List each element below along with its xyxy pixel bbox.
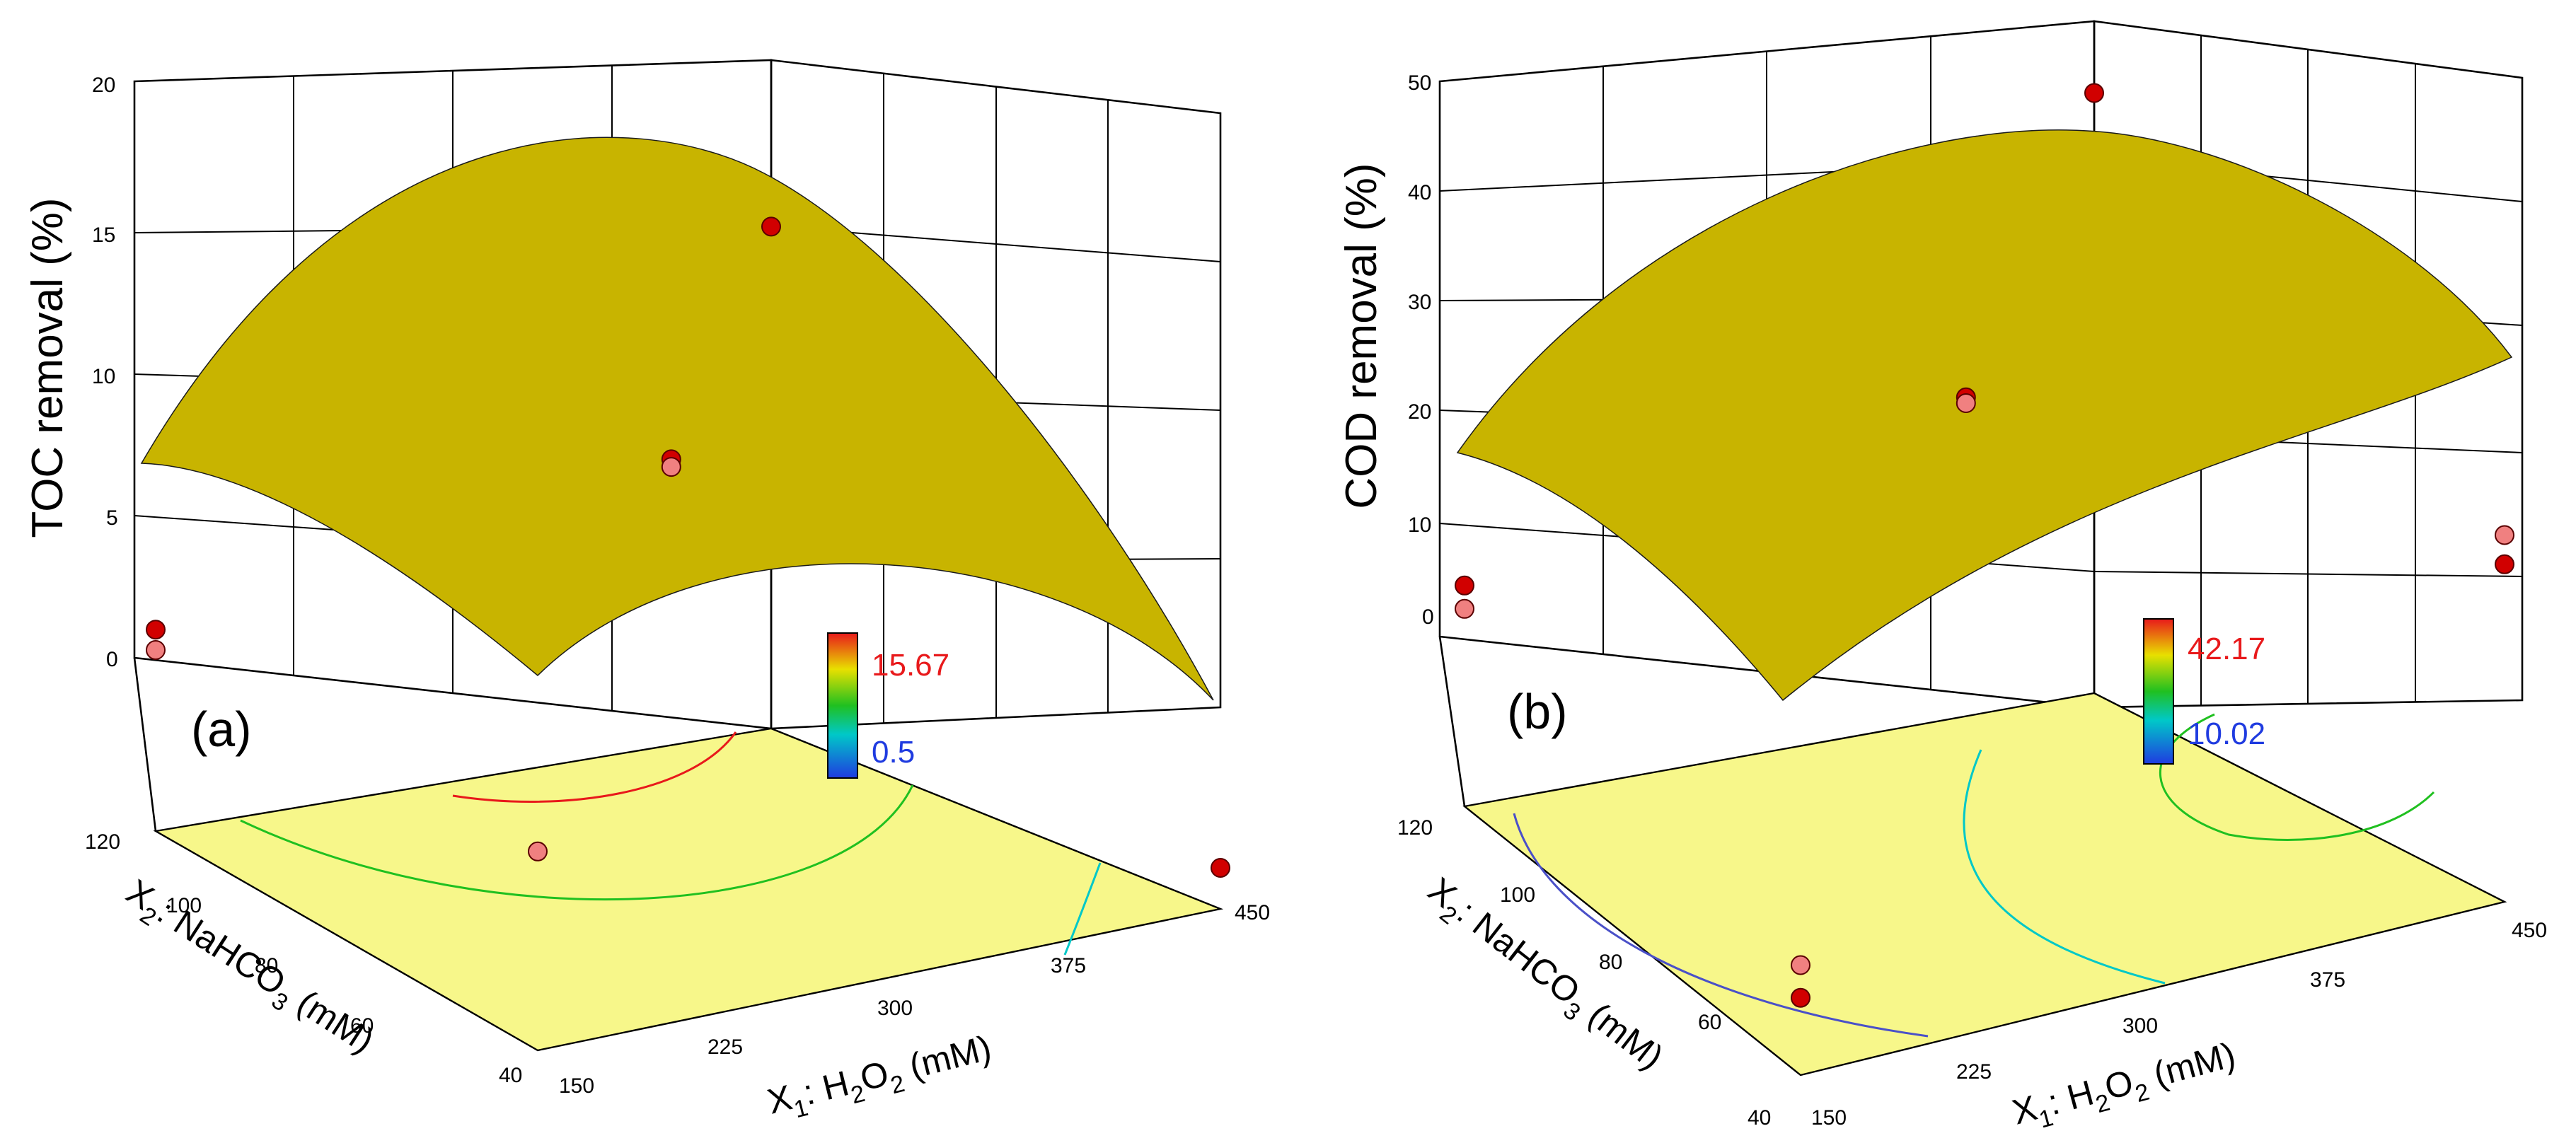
design-point <box>528 841 548 861</box>
panel-b-y-tick: 60 <box>1698 1011 1721 1034</box>
design-point <box>146 640 166 660</box>
panel-a-z-tick: 20 <box>92 74 115 97</box>
panel-a-y-tick: 40 <box>499 1064 522 1087</box>
panel-b-x-ticks: 150 225 300 375 450 <box>1811 919 2547 1130</box>
design-point <box>1455 598 1474 619</box>
panel-b-z-tick: 0 <box>1422 605 1434 629</box>
panel-b-z-tick: 20 <box>1408 400 1431 424</box>
panel-a-x-tick: 150 <box>559 1074 594 1098</box>
panel-a-y-tick: 60 <box>350 1014 374 1038</box>
panel-b-z-axis-label: COD removal (%) <box>1337 163 1386 509</box>
design-point <box>146 620 166 640</box>
panel-a-floor <box>153 727 1224 1052</box>
panel-b-x-tick: 375 <box>2310 968 2345 992</box>
panel-b-x-axis-label: X1: H2O2 (mM) <box>2008 1035 2241 1139</box>
panel-b-z-tick: 30 <box>1408 291 1431 314</box>
panel-b-colorbar-max: 42.17 <box>2188 632 2265 666</box>
design-point <box>761 216 781 237</box>
panel-b-y-tick: 80 <box>1599 951 1622 974</box>
design-point <box>661 457 681 477</box>
design-point <box>1791 987 1810 1008</box>
panel-b-y-tick: 40 <box>1748 1106 1771 1130</box>
panel-b-x-tick: 225 <box>1956 1060 1992 1084</box>
design-point <box>2084 83 2104 103</box>
panel-a-design-points <box>146 216 1230 878</box>
panel-b-label: (b) <box>1507 684 1568 739</box>
panel-b-colorbar <box>2143 618 2174 765</box>
panel-a-label: (a) <box>191 702 252 757</box>
panel-b: 0 10 20 30 40 50 COD removal (%) 120 100… <box>1337 20 2547 1139</box>
panel-a-y-tick: 100 <box>166 894 202 917</box>
panel-b-z-tick: 50 <box>1408 71 1431 95</box>
design-point <box>1455 575 1474 596</box>
design-point <box>1791 955 1810 975</box>
panel-b-x-tick: 150 <box>1811 1106 1847 1130</box>
panel-b-z-tick: 40 <box>1408 181 1431 204</box>
panel-a-z-axis-label: TOC removal (%) <box>23 197 72 538</box>
panel-b-y-ticks: 120 100 80 60 40 <box>1397 816 1771 1130</box>
design-point <box>1211 858 1230 878</box>
panel-a: 0 5 10 15 20 TOC removal (%) 120 100 80 … <box>23 59 1270 1129</box>
panel-a-z-tick: 5 <box>106 506 118 530</box>
panel-a-colorbar-max: 15.67 <box>872 648 949 683</box>
panel-a-x-tick: 300 <box>877 997 913 1020</box>
panel-b-colorbar-min: 10.02 <box>2188 716 2265 751</box>
panel-b-design-points <box>1455 83 2514 1008</box>
panel-b-z-tick: 10 <box>1408 514 1431 537</box>
panel-b-x-tick: 450 <box>2512 919 2547 942</box>
panel-a-colorbar-min: 0.5 <box>872 735 915 770</box>
design-point <box>2495 525 2514 545</box>
panel-b-floor <box>1462 692 2507 1077</box>
panel-a-x-ticks: 150 225 300 375 450 <box>559 901 1270 1098</box>
panel-b-y-tick: 100 <box>1500 883 1535 907</box>
panel-a-z-tick: 0 <box>106 648 118 671</box>
panel-b-z-ticks: 0 10 20 30 40 50 <box>1408 71 1434 629</box>
panel-b-x-tick: 300 <box>2122 1014 2158 1038</box>
panel-a-y-tick: 120 <box>85 830 120 854</box>
panel-a-x-tick: 375 <box>1051 954 1086 977</box>
panel-a-response-surface <box>140 137 1214 701</box>
panel-a-colorbar <box>827 632 858 779</box>
panel-a-floor-contours <box>240 731 1102 956</box>
panel-a-x-tick: 450 <box>1235 901 1270 924</box>
panel-a-z-tick: 15 <box>92 224 115 247</box>
panel-a-y-ticks: 120 100 80 60 40 <box>85 830 522 1087</box>
design-point <box>2495 554 2514 574</box>
design-point <box>1956 393 1976 413</box>
panel-a-x-axis-label: X1: H2O2 (mM) <box>763 1028 997 1129</box>
panel-b-response-surface <box>1456 129 2513 702</box>
panel-a-y-tick: 80 <box>255 954 278 977</box>
panel-a-z-tick: 10 <box>92 365 115 388</box>
panel-a-x-tick: 225 <box>707 1035 743 1059</box>
panel-a-z-ticks: 0 5 10 15 20 <box>92 74 118 671</box>
panel-b-y-tick: 120 <box>1397 816 1433 840</box>
